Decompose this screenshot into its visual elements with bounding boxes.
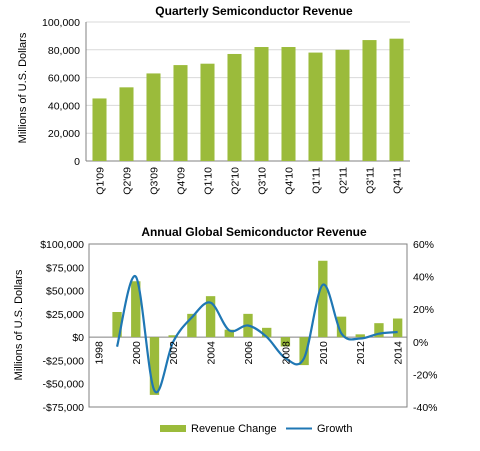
annual-revenue-change-bar (112, 311, 122, 338)
quarterly-y-tick-label: 20,000 (48, 128, 80, 140)
annual-x-ticks: 1998 2000 2002 2004 2006 2008 2010 2012 2014 (93, 341, 404, 365)
annual-right-y-tick-label: 40% (413, 272, 434, 284)
annual-left-y-tick-label: $0 (72, 332, 84, 344)
quarterly-bar (119, 87, 134, 161)
quarterly-x-tick-label: Q2'11 (338, 167, 350, 194)
annual-right-y-tick-label: -20% (413, 369, 438, 381)
quarterly-bar (281, 47, 296, 161)
quarterly-x-tick-label: Q4'11 (392, 167, 404, 194)
annual-left-y-tick-label: $75,000 (46, 262, 84, 274)
annual-x-tick-label: 2002 (168, 341, 180, 365)
annual-chart: Annual Global Semiconductor Revenue Mill… (13, 225, 438, 435)
annual-right-y-tick-label: 60% (413, 239, 434, 251)
annual-chart-ylabel: Millions of U.S. Dollars (13, 269, 25, 380)
quarterly-x-tick-label: Q2'09 (122, 167, 134, 195)
quarterly-bar (146, 73, 161, 161)
quarterly-bar (335, 49, 350, 161)
quarterly-bar (362, 40, 377, 161)
annual-left-y-tick-label: $50,000 (46, 286, 84, 298)
legend-growth-label: Growth (317, 423, 352, 435)
annual-x-tick-label: 2012 (355, 341, 367, 365)
quarterly-x-tick-label: Q1'11 (311, 167, 323, 194)
quarterly-y-tick-label: 80,000 (48, 45, 80, 57)
annual-left-y-tick-label: $25,000 (46, 309, 84, 321)
quarterly-y-tick-label: 60,000 (48, 73, 80, 85)
annual-legend: Revenue Change Growth (160, 423, 352, 435)
quarterly-chart: Quarterly Semiconductor Revenue Millions… (17, 4, 410, 195)
quarterly-bar (389, 38, 404, 161)
quarterly-y-ticks: 0 20,000 40,000 60,000 80,000 100,000 (42, 17, 80, 168)
quarterly-bar (200, 63, 215, 162)
annual-x-tick-label: 2014 (393, 341, 405, 365)
quarterly-bar (92, 98, 107, 161)
quarterly-bar (173, 65, 188, 161)
annual-revenue-change-bar (224, 329, 234, 338)
annual-left-y-tick-label: -$25,000 (43, 355, 85, 367)
annual-revenue-change-bar (318, 260, 328, 338)
annual-x-tick-label: 2010 (318, 341, 330, 365)
annual-left-y-tick-label: -$75,000 (43, 402, 85, 414)
annual-growth-line (115, 275, 398, 394)
quarterly-x-tick-label: Q2'10 (230, 167, 242, 195)
annual-right-y-tick-label: 0% (413, 337, 428, 349)
annual-right-y-tick-label: -40% (413, 402, 438, 414)
annual-revenue-change-bar (336, 316, 347, 338)
quarterly-x-tick-label: Q3'09 (149, 167, 161, 195)
quarterly-bar (308, 52, 323, 161)
quarterly-bar (227, 53, 242, 161)
annual-x-tick-label: 2004 (206, 341, 218, 365)
annual-plot-border (88, 243, 408, 408)
quarterly-x-tick-label: Q4'10 (284, 167, 296, 195)
annual-revenue-change-bar (149, 337, 160, 395)
annual-x-tick-label: 1998 (93, 341, 105, 365)
annual-revenue-change-bar (262, 327, 272, 338)
annual-left-y-tick-label: $100,000 (40, 239, 84, 251)
annual-revenue-change-bars (112, 260, 403, 395)
annual-revenue-change-bar (299, 337, 309, 366)
annual-growth-line-path (115, 275, 398, 394)
annual-revenue-change-bar (187, 313, 197, 338)
quarterly-y-tick-label: 100,000 (42, 17, 80, 29)
annual-revenue-change-bar (392, 318, 403, 338)
annual-revenue-change-bar (280, 337, 291, 347)
quarterly-x-ticks: Q1'09 Q2'09 Q3'09 Q4'09 Q1'10 Q2'10 Q3'10 Q4'10… (95, 167, 404, 195)
annual-x-tick-label: 2008 (280, 341, 292, 365)
quarterly-x-tick-label: Q1'10 (203, 167, 215, 195)
annual-left-y-ticks: $100,000 $75,000 $50,000 $25,000 $0 -$25,000 -… (40, 239, 84, 414)
annual-x-tick-label: 2000 (131, 341, 143, 365)
annual-revenue-change-bar (131, 281, 141, 338)
quarterly-y-tick-label: 0 (74, 156, 80, 168)
annual-chart-title: Annual Global Semiconductor Revenue (141, 225, 367, 239)
annual-revenue-change-bar (205, 296, 216, 338)
legend-revenue-change-swatch (160, 425, 186, 432)
annual-revenue-change-bar (374, 323, 384, 338)
annual-revenue-change-bar (355, 334, 365, 338)
quarterly-chart-ylabel: Millions of U.S. Dollars (17, 32, 29, 143)
quarterly-bar (254, 47, 269, 161)
quarterly-gridlines (85, 21, 410, 162)
quarterly-chart-title: Quarterly Semiconductor Revenue (155, 4, 353, 18)
legend-revenue-change-label: Revenue Change (191, 423, 277, 435)
annual-right-y-ticks: 60% 40% 20% 0% -20% -40% (413, 239, 438, 414)
annual-left-y-tick-label: -$50,000 (43, 379, 85, 391)
quarterly-y-tick-label: 40,000 (48, 100, 80, 112)
quarterly-x-tick-label: Q3'11 (365, 167, 377, 194)
annual-right-y-tick-label: 20% (413, 304, 434, 316)
quarterly-x-tick-label: Q4'09 (176, 167, 188, 195)
quarterly-bars (92, 38, 404, 162)
quarterly-x-tick-label: Q3'10 (257, 167, 269, 195)
annual-x-tick-label: 2006 (243, 341, 255, 365)
annual-revenue-change-bar (168, 335, 178, 338)
quarterly-x-tick-label: Q1'09 (95, 167, 107, 195)
